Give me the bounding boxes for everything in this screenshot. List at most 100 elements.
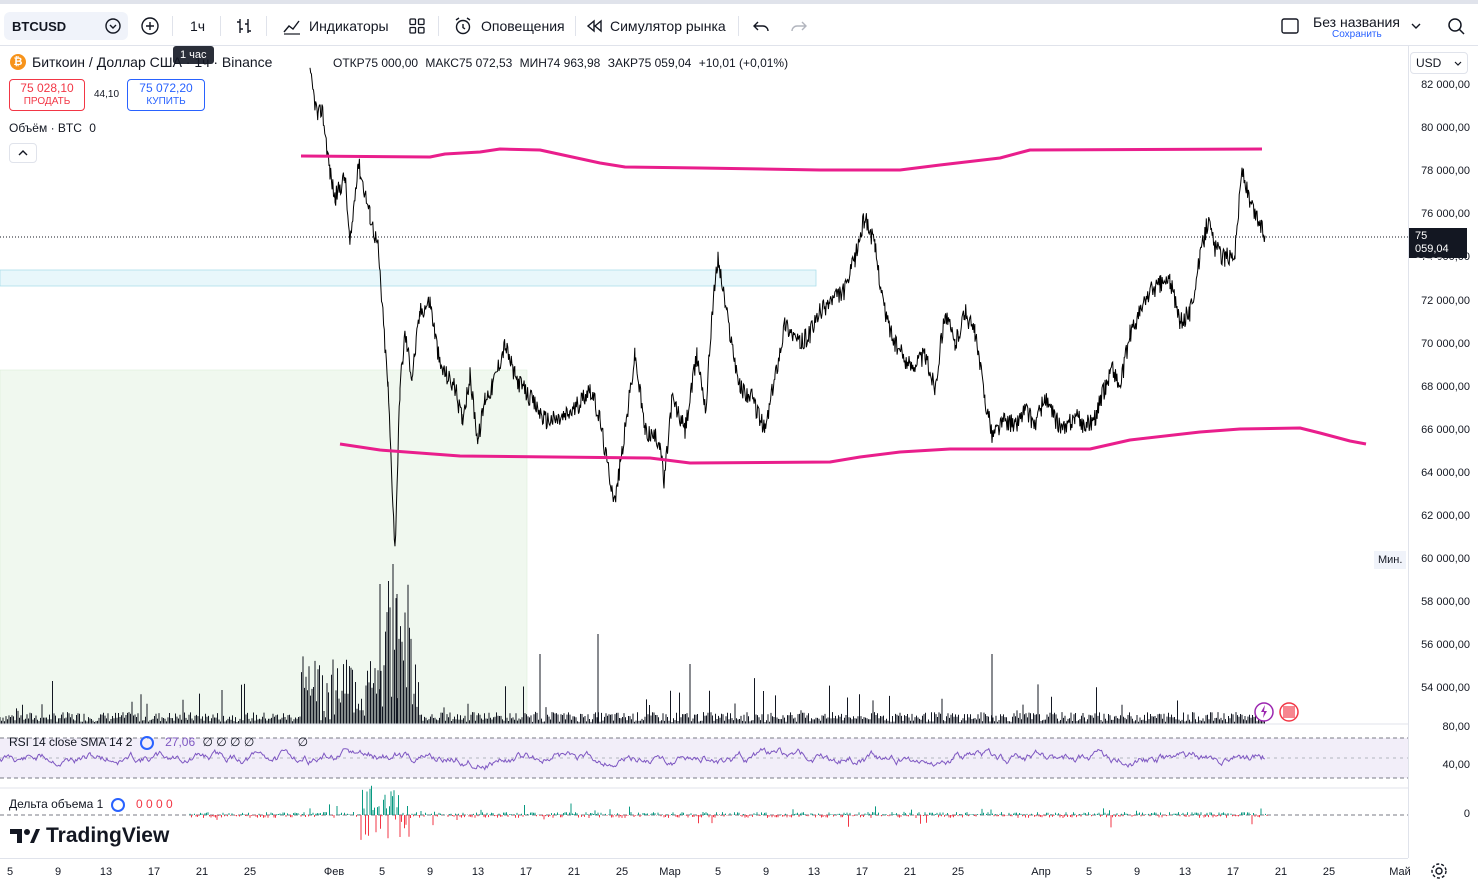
time-tick-label: 13 xyxy=(1178,866,1192,878)
buy-price: 75 072,20 xyxy=(139,81,193,95)
instrument-title: Биткоин / Доллар США · 1ч · Binance xyxy=(32,54,273,70)
delta-title: Дельта объема 1 xyxy=(9,797,104,811)
delta-settings-icon[interactable] xyxy=(110,797,125,812)
toolbar-divider xyxy=(738,16,739,36)
layout-title[interactable]: Без названия xyxy=(1313,14,1400,30)
open-key: ОТКР xyxy=(333,56,365,70)
delta-values: 0 0 0 0 xyxy=(136,797,173,811)
delta-down-bars xyxy=(191,815,1268,840)
templates-button[interactable] xyxy=(408,12,426,40)
time-tick-label: 25 xyxy=(243,866,257,878)
alerts-button[interactable]: Оповещения xyxy=(453,12,565,40)
buy-button[interactable]: 75 072,20 КУПИТЬ xyxy=(127,79,205,111)
alarm-clock-icon xyxy=(455,17,471,35)
upper-envelope-line xyxy=(300,147,1263,172)
plus-circle-icon xyxy=(141,17,159,35)
undo-icon xyxy=(753,21,769,32)
open-value: 75 000,00 xyxy=(364,56,419,70)
time-tick-label: 5 xyxy=(378,866,386,878)
toolbar-divider xyxy=(172,16,173,36)
sell-button[interactable]: 75 028,10 ПРОДАТЬ xyxy=(9,79,85,111)
time-tick-label: Мар xyxy=(659,866,681,878)
us-flag-event-icon-fill xyxy=(1283,706,1295,718)
redo-button[interactable] xyxy=(790,12,808,40)
spread-value: 44,10 xyxy=(94,89,120,100)
toolbar-divider xyxy=(575,16,576,36)
low-value: 74 963,98 xyxy=(546,56,601,70)
rsi-title: RSI 14 close SMA 14 2 xyxy=(9,735,133,749)
save-link[interactable]: Сохранить xyxy=(1332,29,1382,40)
low-key: МИН xyxy=(519,56,547,70)
rsi-extra: ∅ ∅ ∅ ∅ xyxy=(202,735,255,749)
replay-label: Симулятор рынка xyxy=(610,18,726,34)
time-tick-label: 21 xyxy=(567,866,581,878)
lightning-event-icon-glyph xyxy=(1261,705,1267,718)
min-price-tag: Мин. xyxy=(1374,551,1407,569)
time-tick-label: 5 xyxy=(6,866,14,878)
volume-legend[interactable]: Объём · BTC 0 xyxy=(9,121,96,135)
replay-button[interactable]: Симулятор рынка xyxy=(585,12,726,40)
chart-pane[interactable] xyxy=(0,46,1408,858)
time-tick-label: 9 xyxy=(54,866,62,878)
time-tick-label: 5 xyxy=(1085,866,1093,878)
rsi-settings-icon[interactable] xyxy=(139,735,154,750)
delta-legend[interactable]: Дельта объема 1 0 0 0 0 xyxy=(9,797,173,812)
time-tick-label: Апр xyxy=(1031,866,1051,878)
time-tick-label: 21 xyxy=(1274,866,1288,878)
price-tick-label: 82 000,00 xyxy=(1421,79,1470,91)
time-tick-label: 13 xyxy=(99,866,113,878)
tradingview-logo[interactable]: TradingView xyxy=(10,824,169,848)
interval-label: 1ч xyxy=(190,18,206,34)
price-line xyxy=(309,67,1266,547)
undo-button[interactable] xyxy=(752,12,770,40)
time-tick-label: 13 xyxy=(471,866,485,878)
toolbar-divider xyxy=(438,16,439,36)
time-tick-label: 25 xyxy=(951,866,965,878)
rsi-band xyxy=(0,738,1408,778)
chevron-down-icon xyxy=(1454,61,1462,66)
redo-icon xyxy=(791,21,807,32)
price-tick-label: 80 000,00 xyxy=(1421,122,1470,135)
interval-button[interactable]: 1ч xyxy=(190,12,205,40)
alerts-label: Оповещения xyxy=(481,18,565,34)
price-tick-label: 64 000,00 xyxy=(1421,466,1470,479)
price-tick-label: 76 000,00 xyxy=(1421,208,1470,221)
price-chart-canvas[interactable] xyxy=(0,46,1408,858)
time-tick-label: 17 xyxy=(519,866,533,878)
indicator-tick-label: 40,00 xyxy=(1442,759,1470,771)
layout-square-icon xyxy=(1281,18,1299,34)
time-tick-label: 17 xyxy=(1226,866,1240,878)
price-tick-label: 72 000,00 xyxy=(1421,294,1470,307)
indicators-icon xyxy=(283,20,300,35)
tradingview-logo-icon xyxy=(10,829,40,843)
time-tick-label: 25 xyxy=(615,866,629,878)
rsi-legend[interactable]: RSI 14 close SMA 14 2 27,06 ∅ ∅ ∅ ∅ ∅ xyxy=(9,735,308,750)
layout-toggle[interactable] xyxy=(1280,12,1300,40)
time-tick-label: 17 xyxy=(855,866,869,878)
quick-search-button[interactable] xyxy=(1446,12,1466,40)
time-tick-label: 17 xyxy=(147,866,161,878)
collapse-legend-button[interactable] xyxy=(9,143,37,163)
indicators-label: Индикаторы xyxy=(309,18,389,34)
layout-menu-button[interactable] xyxy=(1410,12,1422,40)
symbol-compare-icon[interactable] xyxy=(104,17,122,38)
price-tick-label: 54 000,00 xyxy=(1421,682,1470,695)
symbol-search-button[interactable]: BTCUSD xyxy=(4,12,128,40)
current-price: 75 059,04 xyxy=(1415,230,1449,255)
chart-type-button[interactable] xyxy=(234,12,254,40)
indicators-button[interactable]: Индикаторы xyxy=(282,12,389,40)
currency-select[interactable]: USD xyxy=(1410,52,1468,74)
currency-label: USD xyxy=(1416,56,1442,70)
time-axis[interactable]: 5 9 13 17 21 25 Фев 5 9 13 17 21 25 Мар 5 9 13 17 21 25 Апр 5… xyxy=(0,858,1411,887)
current-price-tag: 75 059,04 39:35 xyxy=(1409,228,1467,268)
instrument-legend[interactable]: ₿ Биткоин / Доллар США · 1ч · Binance xyxy=(10,54,272,70)
sell-label: ПРОДАТЬ xyxy=(23,96,71,107)
rsi-line xyxy=(0,747,1266,771)
chart-settings-button[interactable] xyxy=(1430,862,1448,885)
add-symbol-button[interactable] xyxy=(140,12,160,40)
indicator-tick-label: 0 xyxy=(1463,808,1470,820)
time-tick-label: 25 xyxy=(1322,866,1336,878)
rsi-value: 27,06 xyxy=(165,735,196,749)
bar-countdown: 39:35 xyxy=(1415,256,1443,268)
